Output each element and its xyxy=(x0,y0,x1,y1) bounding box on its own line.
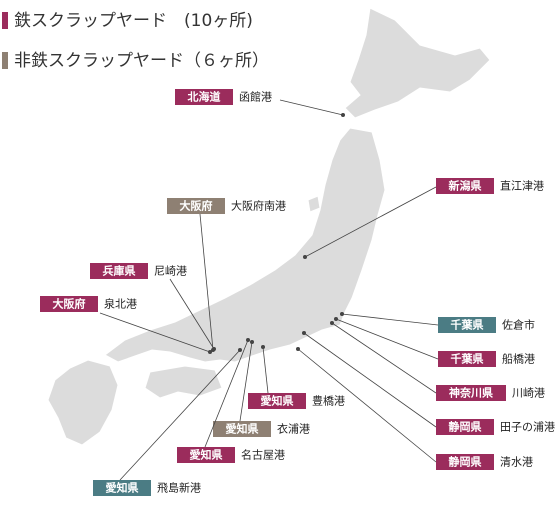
prefecture-label: 静岡県 xyxy=(449,420,482,434)
port-label: 豊橋港 xyxy=(312,394,345,408)
leader-line xyxy=(169,278,215,350)
prefecture-label: 新潟県 xyxy=(449,179,482,193)
prefecture-label: 大阪府 xyxy=(180,199,213,213)
port-label: 函館港 xyxy=(239,90,272,104)
legend: 鉄スクラップヤード (10ヶ所) 非鉄スクラップヤード（６ヶ所） xyxy=(2,11,269,71)
hokkaido xyxy=(344,7,491,119)
site-point xyxy=(296,347,300,351)
leader-line xyxy=(304,186,437,258)
site-point xyxy=(250,340,254,344)
leader-line xyxy=(119,349,241,481)
prefecture-label: 愛知県 xyxy=(106,481,139,495)
port-label: 大阪府南港 xyxy=(231,199,286,213)
prefecture-label: 神奈川県 xyxy=(449,386,493,400)
leader-line xyxy=(279,99,344,116)
port-label: 田子の浦港 xyxy=(500,421,555,434)
site-point xyxy=(238,348,242,352)
port-label: 船橋港 xyxy=(502,352,535,366)
leader-line xyxy=(331,322,437,394)
site-point xyxy=(246,338,250,342)
leader-line xyxy=(199,213,214,351)
prefecture-label: 愛知県 xyxy=(190,448,223,462)
prefecture-label: 千葉県 xyxy=(451,352,484,366)
legend-label: 非鉄スクラップヤード（６ヶ所） xyxy=(14,51,269,71)
prefecture-box xyxy=(93,480,151,496)
leader-line xyxy=(341,313,439,326)
port-label: 衣浦港 xyxy=(277,422,310,436)
prefecture-box xyxy=(436,454,494,470)
site-point xyxy=(302,331,306,335)
prefecture-label: 大阪府 xyxy=(53,297,86,311)
prefecture-label: 愛知県 xyxy=(226,422,259,436)
leader-line xyxy=(262,346,269,394)
legend-label: 鉄スクラップヤード (10ヶ所) xyxy=(14,11,253,31)
prefecture-box xyxy=(436,419,494,435)
prefecture-box xyxy=(248,393,306,409)
prefecture-box xyxy=(436,385,506,401)
site-point xyxy=(330,321,334,325)
site-point xyxy=(261,345,265,349)
port-label: 直江津港 xyxy=(500,179,544,193)
site-point xyxy=(341,113,345,117)
prefecture-label: 静岡県 xyxy=(449,455,482,469)
port-label: 泉北港 xyxy=(104,297,137,311)
prefecture-label: 兵庫県 xyxy=(103,264,136,278)
prefecture-label: 千葉県 xyxy=(451,318,484,332)
port-label: 佐倉市 xyxy=(502,318,535,332)
leader-line xyxy=(335,318,439,360)
leader-line xyxy=(99,312,211,353)
prefecture-box xyxy=(90,263,148,279)
honshu xyxy=(104,127,386,363)
leader-line xyxy=(204,339,249,448)
prefecture-box xyxy=(436,178,494,194)
leader-line xyxy=(303,332,437,428)
prefecture-box xyxy=(177,447,235,463)
port-label: 川崎港 xyxy=(512,386,545,400)
site-point xyxy=(212,347,216,351)
site-point xyxy=(208,350,212,354)
prefecture-label: 北海道 xyxy=(188,90,221,104)
prefecture-box xyxy=(213,421,271,437)
prefecture-box xyxy=(175,89,233,105)
port-label: 名古屋港 xyxy=(241,448,285,462)
port-label: 清水港 xyxy=(500,456,533,469)
prefecture-box xyxy=(438,317,496,333)
legend-swatch xyxy=(2,12,8,29)
leader-line xyxy=(239,341,253,422)
prefecture-box xyxy=(167,198,225,214)
site-point xyxy=(340,312,344,316)
prefecture-box xyxy=(40,296,98,312)
legend-swatch xyxy=(2,52,8,69)
site-point xyxy=(334,317,338,321)
leader-line xyxy=(297,348,437,463)
prefecture-label: 愛知県 xyxy=(261,394,294,408)
sado xyxy=(307,195,321,213)
site-point xyxy=(303,255,307,259)
port-label: 尼崎港 xyxy=(154,264,187,278)
port-label: 飛島新港 xyxy=(157,481,201,495)
prefecture-box xyxy=(438,351,496,367)
kyushu xyxy=(47,359,119,446)
land xyxy=(47,7,491,446)
